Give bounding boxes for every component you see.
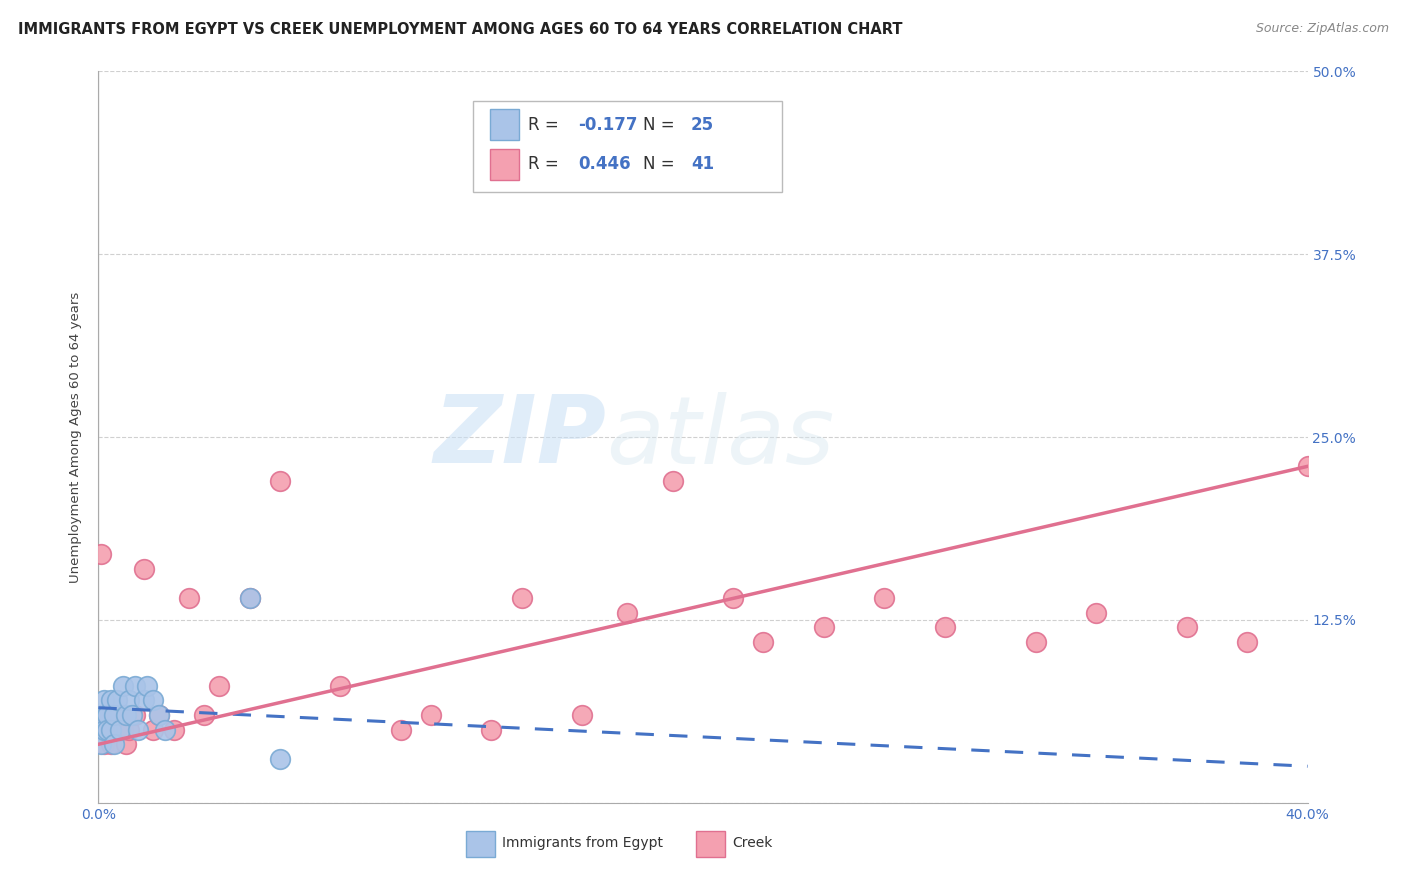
Y-axis label: Unemployment Among Ages 60 to 64 years: Unemployment Among Ages 60 to 64 years: [69, 292, 83, 582]
Point: [1024, 635, 1046, 649]
Point: [103, 737, 125, 751]
Point: [481, 723, 503, 737]
Point: [1296, 459, 1319, 474]
Point: [90, 723, 112, 737]
Point: [100, 737, 122, 751]
Text: N =: N =: [643, 155, 679, 173]
Text: N =: N =: [643, 116, 679, 134]
Point: [103, 708, 125, 723]
Point: [148, 708, 170, 723]
Text: -0.177: -0.177: [578, 116, 638, 134]
Point: [148, 708, 170, 723]
Text: 0.446: 0.446: [578, 155, 631, 173]
Point: [93, 737, 115, 751]
Point: [105, 693, 128, 707]
Point: [873, 591, 896, 605]
Point: [93, 693, 115, 707]
Point: [329, 679, 352, 693]
Point: [108, 723, 131, 737]
Point: [420, 708, 443, 723]
Point: [121, 708, 143, 723]
Point: [124, 708, 146, 723]
Text: 41: 41: [690, 155, 714, 173]
Point: [103, 723, 125, 737]
Point: [90, 737, 112, 751]
Point: [163, 723, 186, 737]
FancyBboxPatch shape: [491, 149, 519, 179]
Point: [1175, 620, 1198, 634]
Point: [135, 679, 157, 693]
Point: [179, 591, 201, 605]
Point: [100, 723, 122, 737]
Point: [96, 723, 118, 737]
Point: [752, 635, 775, 649]
Point: [239, 591, 262, 605]
Text: ZIP: ZIP: [433, 391, 606, 483]
Point: [142, 723, 165, 737]
Point: [96, 708, 118, 723]
Text: Source: ZipAtlas.com: Source: ZipAtlas.com: [1256, 22, 1389, 36]
Point: [90, 708, 112, 723]
Point: [96, 723, 118, 737]
FancyBboxPatch shape: [491, 110, 519, 140]
Text: Creek: Creek: [733, 836, 772, 850]
Point: [90, 547, 112, 561]
Point: [114, 708, 136, 723]
Point: [269, 752, 291, 766]
Point: [142, 693, 165, 707]
FancyBboxPatch shape: [465, 830, 495, 857]
Point: [208, 679, 231, 693]
Point: [193, 708, 215, 723]
Point: [571, 708, 593, 723]
Point: [389, 723, 412, 737]
Point: [114, 737, 136, 751]
Point: [661, 474, 683, 488]
FancyBboxPatch shape: [474, 101, 782, 192]
Point: [723, 591, 745, 605]
Point: [118, 693, 141, 707]
Point: [111, 679, 134, 693]
Text: R =: R =: [527, 155, 564, 173]
Point: [127, 723, 149, 737]
Text: IMMIGRANTS FROM EGYPT VS CREEK UNEMPLOYMENT AMONG AGES 60 TO 64 YEARS CORRELATIO: IMMIGRANTS FROM EGYPT VS CREEK UNEMPLOYM…: [18, 22, 903, 37]
Point: [118, 723, 141, 737]
Point: [616, 606, 638, 620]
Point: [934, 620, 956, 634]
Text: atlas: atlas: [606, 392, 835, 483]
Point: [111, 723, 134, 737]
Point: [239, 591, 262, 605]
Point: [124, 679, 146, 693]
Point: [1085, 606, 1108, 620]
Point: [153, 723, 176, 737]
Point: [103, 708, 125, 723]
FancyBboxPatch shape: [696, 830, 724, 857]
Point: [1236, 635, 1258, 649]
Point: [510, 591, 533, 605]
Point: [813, 620, 835, 634]
Text: R =: R =: [527, 116, 564, 134]
Point: [132, 562, 155, 576]
Text: 25: 25: [690, 116, 714, 134]
Text: Immigrants from Egypt: Immigrants from Egypt: [502, 836, 664, 850]
Point: [100, 693, 122, 707]
Point: [93, 723, 115, 737]
Point: [105, 723, 128, 737]
Point: [108, 708, 131, 723]
Point: [132, 693, 155, 707]
Point: [93, 708, 115, 723]
Point: [269, 474, 291, 488]
